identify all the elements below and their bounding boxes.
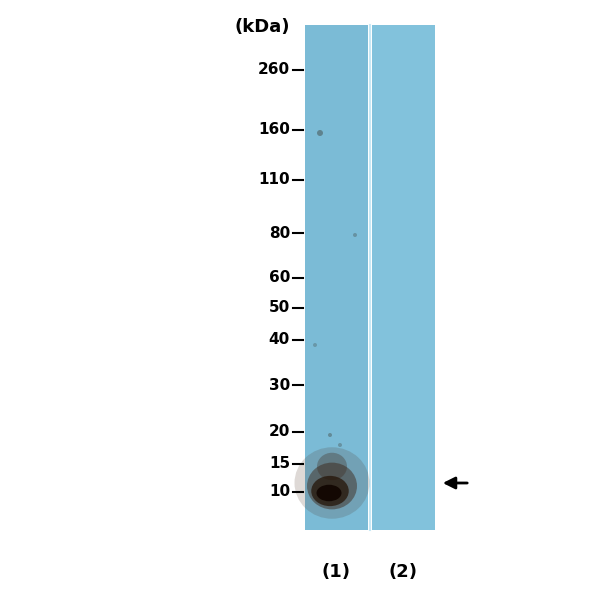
Text: 30: 30 bbox=[269, 377, 290, 392]
Text: 20: 20 bbox=[269, 425, 290, 439]
Ellipse shape bbox=[307, 463, 357, 509]
Ellipse shape bbox=[317, 453, 347, 480]
Text: 15: 15 bbox=[269, 457, 290, 472]
Text: 160: 160 bbox=[258, 122, 290, 137]
Circle shape bbox=[328, 433, 332, 437]
Text: 60: 60 bbox=[269, 271, 290, 286]
Text: 50: 50 bbox=[269, 301, 290, 316]
Circle shape bbox=[338, 443, 342, 447]
Ellipse shape bbox=[295, 447, 370, 519]
Text: 10: 10 bbox=[269, 485, 290, 499]
Text: 80: 80 bbox=[269, 226, 290, 241]
Circle shape bbox=[317, 130, 323, 136]
Text: (1): (1) bbox=[322, 563, 350, 581]
Text: 110: 110 bbox=[259, 173, 290, 187]
Text: 40: 40 bbox=[269, 332, 290, 347]
Text: 260: 260 bbox=[258, 62, 290, 77]
Ellipse shape bbox=[311, 476, 349, 506]
Text: (2): (2) bbox=[389, 563, 418, 581]
Text: (kDa): (kDa) bbox=[235, 18, 290, 36]
Bar bbox=[372, 25, 435, 530]
Ellipse shape bbox=[317, 485, 341, 501]
Bar bbox=[305, 25, 368, 530]
Circle shape bbox=[353, 233, 357, 237]
Circle shape bbox=[313, 343, 317, 347]
